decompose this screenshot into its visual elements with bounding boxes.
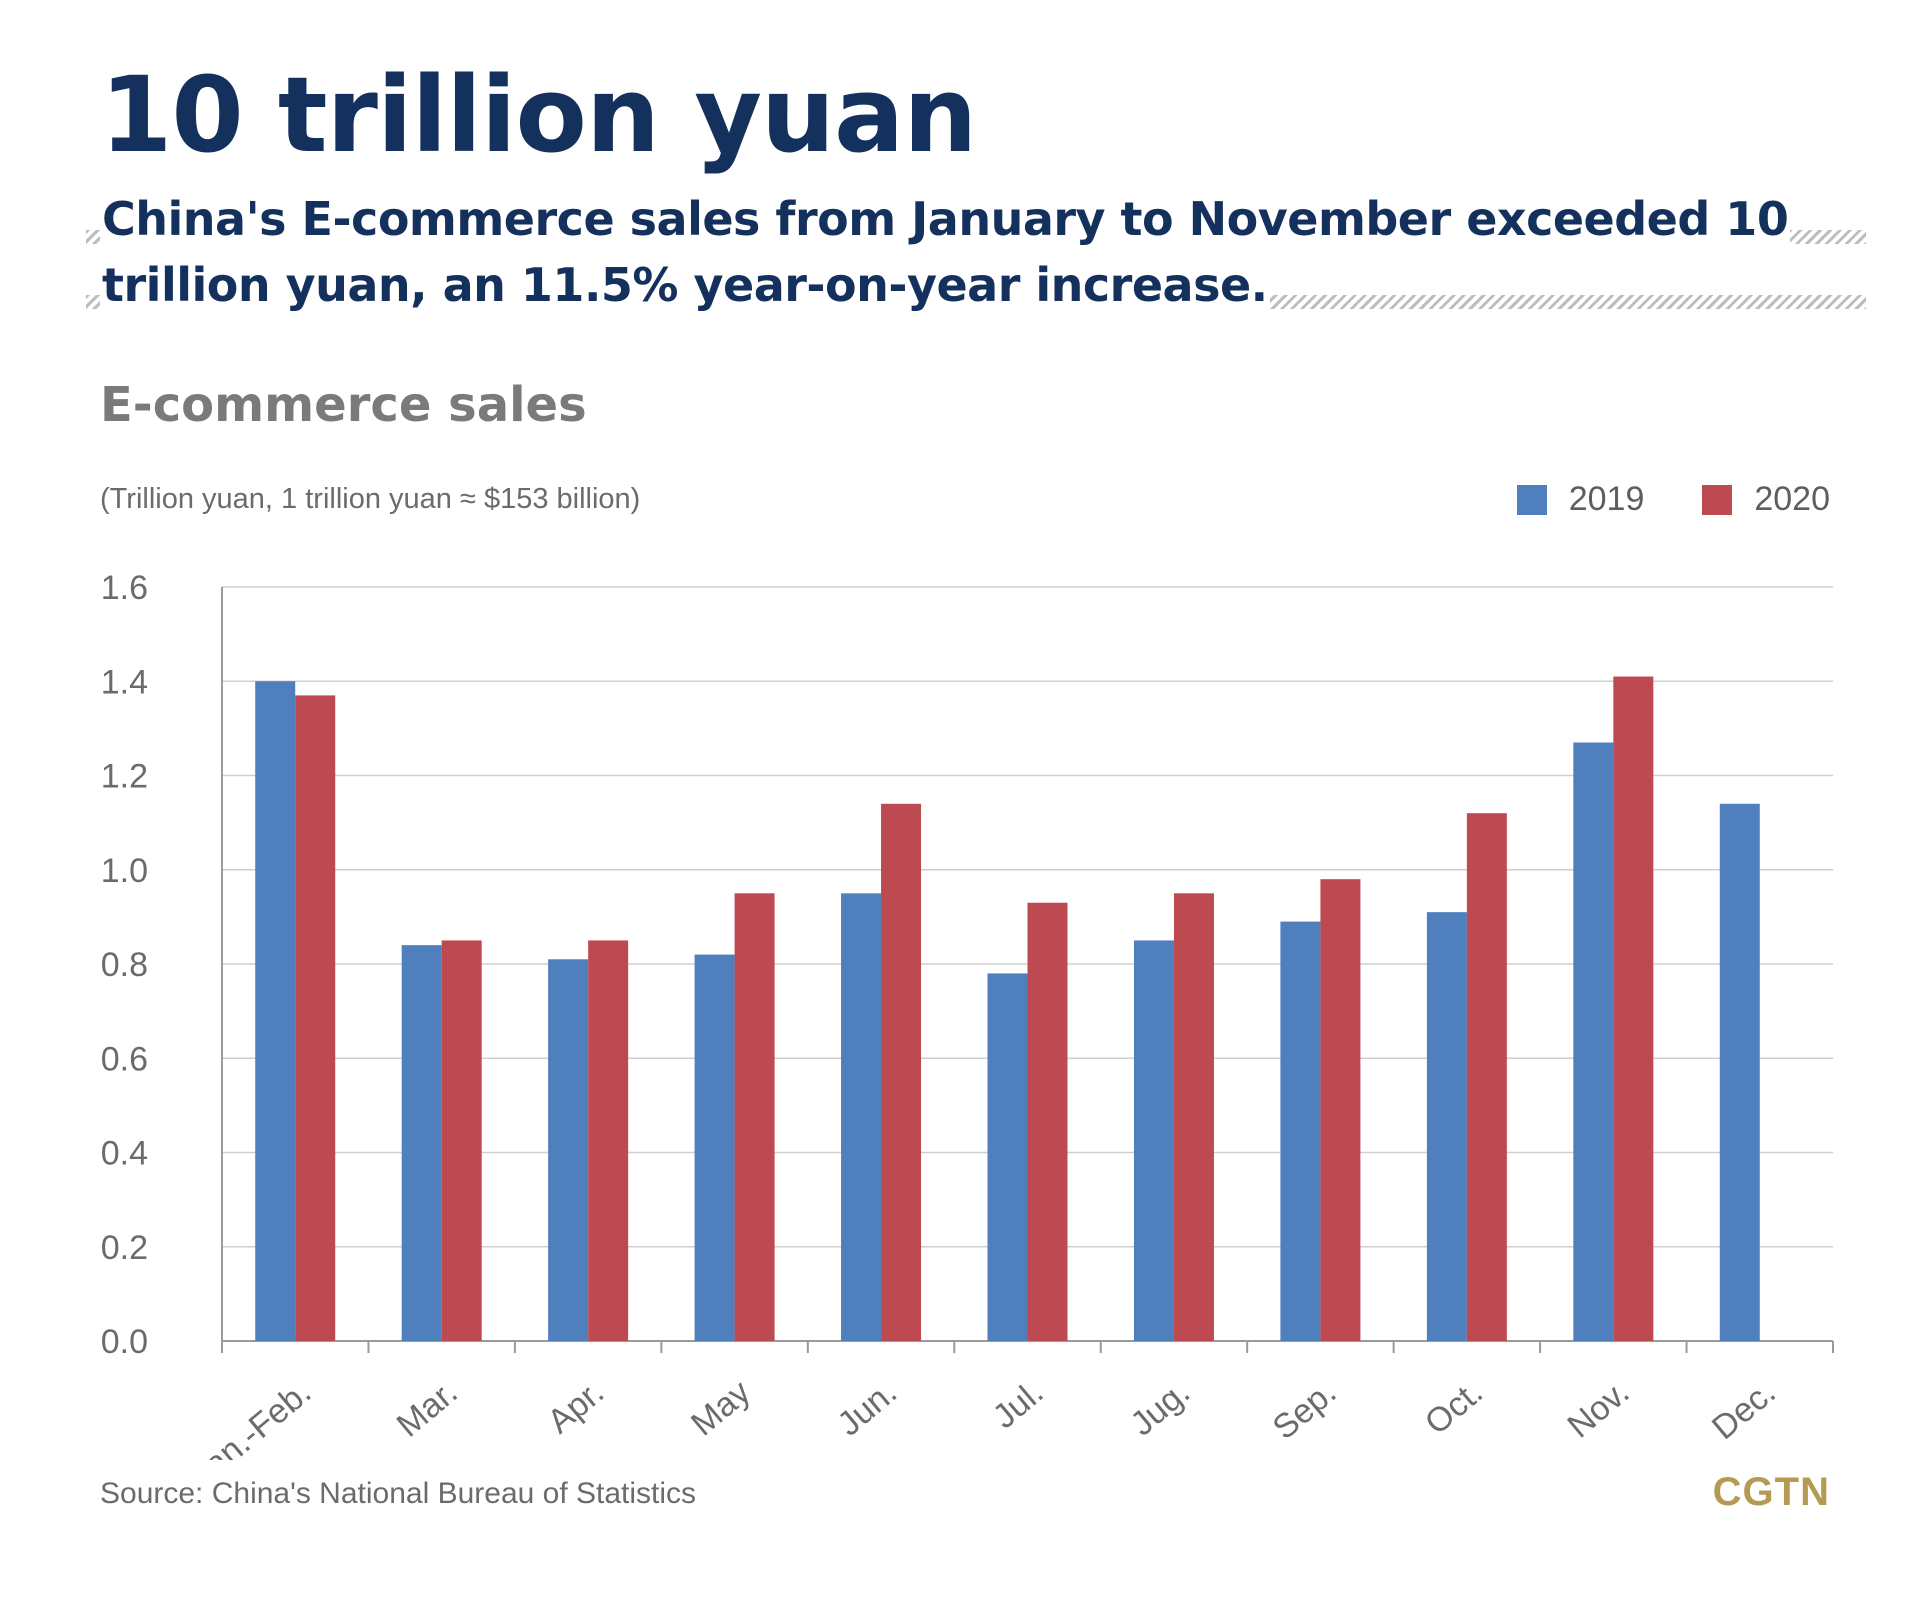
bar-2020-sep	[1320, 879, 1361, 1341]
bar-2020-mar	[441, 940, 482, 1341]
legend-swatch-2020	[1702, 484, 1733, 515]
bar-2019-jun	[841, 893, 882, 1341]
x-tick-label: Mar.	[390, 1373, 465, 1445]
y-tick-label: 0.4	[101, 1135, 148, 1173]
y-tick-label: 0.2	[101, 1229, 148, 1267]
legend-label-2019: 2019	[1568, 480, 1645, 518]
bar-2019-jul	[987, 973, 1028, 1341]
bar-2019-may	[694, 954, 735, 1341]
legend-item-2019: 2019	[1516, 480, 1645, 519]
y-tick-label: 1.2	[101, 758, 148, 796]
y-tick-label: 0.0	[101, 1323, 148, 1361]
x-tick-label: Apr.	[541, 1373, 612, 1441]
bar-2019-jan-feb	[255, 681, 296, 1341]
bar-2019-sep	[1280, 921, 1321, 1341]
cgtn-logo: CGTN	[1712, 1470, 1830, 1514]
source-note: Source: China's National Bureau of Stati…	[100, 1477, 697, 1510]
bar-2020-nov	[1613, 676, 1654, 1341]
bar-2020-jan-feb	[295, 695, 336, 1341]
bar-2019-mar	[401, 945, 442, 1341]
x-tick-label: May	[684, 1373, 758, 1443]
subheadline-line-1: China's E-commerce sales from January to…	[102, 192, 1789, 246]
subheadline-line-2: trillion yuan, an 11.5% year-on-year inc…	[102, 258, 1268, 312]
bar-2020-jun	[881, 803, 922, 1341]
legend-swatch-2019	[1516, 484, 1547, 515]
bar-2019-dec	[1719, 803, 1760, 1341]
bar-2019-jug	[1133, 940, 1174, 1341]
x-tick-label: Jun.	[831, 1373, 905, 1443]
chart-unit-note: (Trillion yuan, 1 trillion yuan ≈ $153 b…	[100, 483, 641, 515]
legend-label-2020: 2020	[1754, 480, 1830, 518]
y-tick-label: 1.0	[101, 852, 148, 890]
chart-title: E-commerce sales	[100, 377, 587, 433]
x-tick-label: Dec.	[1705, 1373, 1783, 1447]
bar-2020-jul	[1027, 902, 1068, 1341]
bar-2020-jug	[1173, 893, 1214, 1341]
bar-chart: 0.0 0.2 0.4 0.6 0.8 1.0 1.2 1.4 1.6 Jan.-Feb. Mar.…	[101, 569, 1834, 1460]
bar-2020-apr	[588, 940, 629, 1341]
bar-2020-may	[734, 893, 775, 1341]
y-tick-label: 0.6	[101, 1040, 148, 1078]
subheadline: China's E-commerce sales from January to…	[102, 186, 1882, 318]
x-tick-label: Jug.	[1123, 1373, 1197, 1443]
x-tick-label: Nov.	[1560, 1373, 1636, 1445]
chart-legend: 2019 2020	[1459, 480, 1830, 519]
x-tick-label: Oct.	[1418, 1373, 1490, 1442]
y-tick-label: 0.8	[101, 946, 148, 984]
bar-2019-nov	[1573, 742, 1614, 1341]
x-tick-label: Sep.	[1266, 1373, 1344, 1447]
legend-item-2020: 2020	[1702, 480, 1830, 519]
bar-2020-oct	[1466, 813, 1507, 1341]
bar-2019-oct	[1426, 912, 1467, 1341]
x-tick-label: Jan.-Feb.	[184, 1373, 318, 1460]
headline: 10 trillion yuan	[100, 54, 977, 176]
y-tick-label: 1.4	[101, 663, 148, 701]
bar-2019-apr	[548, 959, 589, 1341]
y-tick-label: 1.6	[101, 569, 148, 607]
x-tick-label: Jul.	[986, 1373, 1051, 1436]
